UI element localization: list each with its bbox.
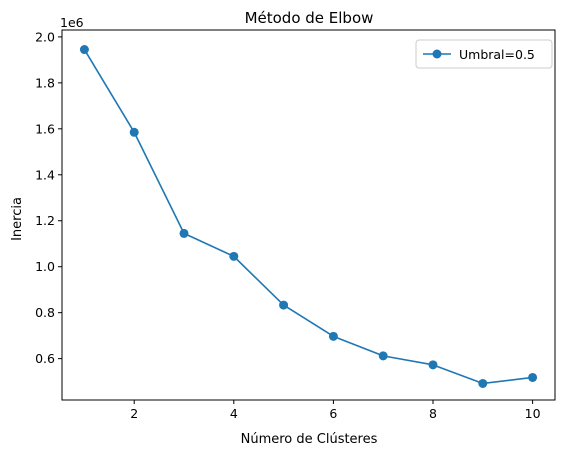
y-tick-label: 1.6: [35, 121, 55, 136]
x-axis-label: Número de Clústeres: [241, 432, 378, 447]
data-point: [328, 331, 338, 341]
legend: Umbral=0.5: [415, 39, 553, 69]
y-axis-label: Inercia: [10, 197, 25, 241]
data-point: [528, 372, 538, 382]
data-point: [279, 300, 289, 310]
data-point: [129, 127, 139, 137]
y-tick-label: 0.6: [35, 351, 55, 366]
y-offset-label: 1e6: [60, 15, 84, 30]
series-layer: [79, 45, 538, 388]
y-tick-label: 1.0: [35, 259, 55, 274]
x-axis-ticks: 2 4 6 8 10: [130, 400, 541, 421]
x-tick-label: 4: [230, 406, 238, 421]
y-tick-label: 2.0: [35, 29, 55, 44]
y-tick-label: 1.2: [35, 213, 55, 228]
x-tick-label: 6: [329, 406, 337, 421]
data-point: [229, 251, 239, 261]
y-tick-label: 1.8: [35, 75, 55, 90]
legend-marker-sample: [432, 49, 442, 59]
data-point: [428, 360, 438, 370]
data-point: [478, 378, 488, 388]
plot-area: [61, 29, 556, 401]
data-point: [378, 351, 388, 361]
y-tick-label: 0.8: [35, 305, 55, 320]
legend-label: Umbral=0.5: [459, 47, 535, 62]
series-line: [83, 49, 533, 385]
x-tick-label: 10: [525, 406, 541, 421]
plot-frame: [61, 29, 556, 401]
legend-frame: [415, 39, 553, 69]
y-tick-label: 1.4: [35, 167, 55, 182]
chart-title: Método de Elbow: [245, 9, 374, 27]
data-point: [179, 228, 189, 238]
y-axis-ticks: 0.6 0.8 1.0 1.2 1.4 1.6 1.8 2.0: [35, 29, 62, 366]
data-point: [79, 45, 89, 55]
x-tick-label: 8: [429, 406, 437, 421]
x-tick-label: 2: [130, 406, 138, 421]
